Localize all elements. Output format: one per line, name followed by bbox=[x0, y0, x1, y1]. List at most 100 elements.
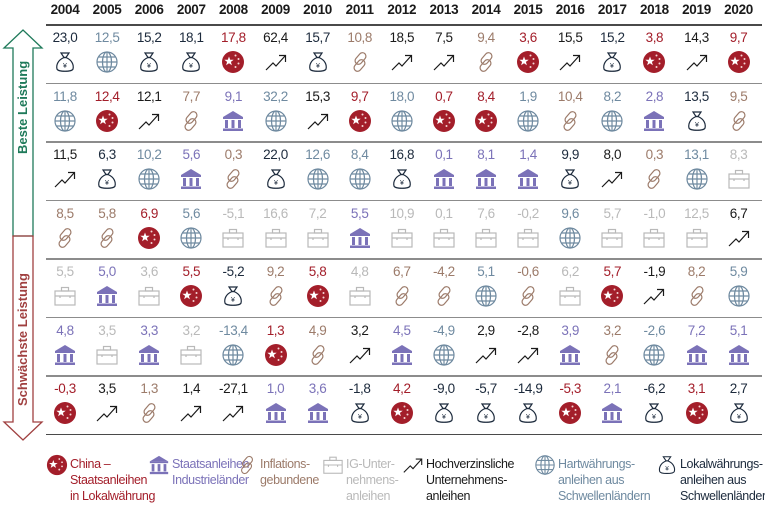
svg-text:¥: ¥ bbox=[665, 466, 669, 473]
table-cell: 8,3 bbox=[719, 147, 759, 199]
performance-arrows bbox=[2, 29, 44, 441]
year-label: 2012 bbox=[387, 2, 417, 17]
return-value: 18,0 bbox=[389, 88, 415, 104]
return-value: 8,0 bbox=[603, 147, 622, 162]
return-value: 15,3 bbox=[305, 88, 330, 104]
year-label: 2007 bbox=[176, 2, 206, 17]
trend-arrow-icon bbox=[516, 343, 540, 367]
return-value: 6,7 bbox=[393, 264, 411, 279]
trend-arrow-icon bbox=[348, 343, 372, 367]
trend-arrow-icon bbox=[558, 50, 582, 74]
return-value: 9,6 bbox=[561, 205, 579, 221]
return-value: -14,9 bbox=[513, 381, 543, 396]
return-value: -4,9 bbox=[433, 322, 455, 338]
table-cell: -1,8 ¥ bbox=[340, 381, 380, 433]
government-building-icon bbox=[516, 167, 540, 191]
svg-text:¥: ¥ bbox=[316, 63, 320, 70]
return-value: 5,7 bbox=[603, 264, 622, 279]
return-value: 1,0 bbox=[266, 381, 285, 396]
svg-text:¥: ¥ bbox=[358, 414, 362, 421]
table-cell: 3,5 bbox=[87, 323, 127, 375]
return-value: 3,2 bbox=[182, 322, 201, 338]
return-value: 18,5 bbox=[389, 30, 415, 45]
money-bag-yen-icon: ¥ bbox=[432, 401, 456, 425]
table-cell: 8,1 bbox=[466, 147, 506, 199]
return-value: 18,1 bbox=[178, 30, 204, 45]
return-value: 9,4 bbox=[477, 30, 495, 45]
briefcase-icon bbox=[306, 226, 330, 250]
return-value: -5,3 bbox=[559, 381, 582, 396]
return-value: 7,5 bbox=[435, 30, 453, 45]
table-cell: 6,7 bbox=[719, 206, 759, 258]
table-cell: 1,0 bbox=[256, 381, 296, 433]
briefcase-icon bbox=[642, 226, 666, 250]
china-flag-icon bbox=[179, 284, 203, 308]
globe-icon bbox=[474, 284, 498, 308]
table-cell: 15,5 bbox=[550, 30, 590, 82]
return-value: 0,7 bbox=[435, 88, 453, 104]
header-divider bbox=[46, 24, 762, 26]
return-value: 22,0 bbox=[263, 147, 288, 162]
table-cell: 12,5 bbox=[677, 206, 717, 258]
money-bag-yen-icon: ¥ bbox=[53, 50, 77, 74]
legend-label: Inflations-gebundene bbox=[260, 457, 319, 487]
year-label: 2018 bbox=[639, 2, 669, 17]
return-value: 3,5 bbox=[98, 381, 116, 396]
table-cell: 3,6 bbox=[129, 264, 169, 316]
return-value: -5,1 bbox=[222, 205, 245, 221]
table-cell: 2,1 bbox=[592, 381, 632, 433]
trend-arrow-icon bbox=[306, 109, 330, 133]
return-value: -27,1 bbox=[219, 381, 248, 396]
legend-label: Staatsanleihen Industrieländer bbox=[172, 457, 250, 487]
table-cell: 9,5 bbox=[719, 89, 759, 141]
return-value: -13,4 bbox=[219, 322, 248, 338]
return-value: 5,5 bbox=[350, 205, 369, 221]
row-divider bbox=[46, 82, 762, 84]
money-bag-yen-icon: ¥ bbox=[306, 50, 330, 74]
row-divider bbox=[46, 316, 762, 318]
chain-link-icon bbox=[236, 454, 258, 476]
table-cell: 7,2 bbox=[298, 206, 338, 258]
best-performance-label: Beste Leistung bbox=[15, 60, 30, 154]
money-bag-yen-icon: ¥ bbox=[474, 401, 498, 425]
government-building-icon bbox=[432, 167, 456, 191]
globe-icon bbox=[179, 226, 203, 250]
table-cell: 1,4 bbox=[171, 381, 211, 433]
chain-link-icon bbox=[264, 284, 288, 308]
table-cell: 6,2 bbox=[550, 264, 590, 316]
globe-icon bbox=[642, 343, 666, 367]
table-cell: 10,2 bbox=[129, 147, 169, 199]
svg-text:¥: ¥ bbox=[695, 122, 699, 129]
return-value: 4,8 bbox=[350, 264, 369, 279]
table-cell: 10,4 bbox=[550, 89, 590, 141]
trend-arrow-icon bbox=[474, 343, 498, 367]
return-value: 2,1 bbox=[603, 381, 622, 396]
table-cell: 62,4 bbox=[256, 30, 296, 82]
ranking-table: 23,0 ¥12,5 15,2 ¥18,1 ¥17,8 62,4 15,7 ¥10,8 18,5… bbox=[46, 24, 762, 435]
row-divider bbox=[46, 199, 762, 201]
table-cell: -1,0 bbox=[634, 206, 674, 258]
globe-icon bbox=[53, 109, 77, 133]
return-value: 8,2 bbox=[687, 264, 706, 279]
year-label: 2011 bbox=[345, 2, 374, 17]
trend-arrow-icon bbox=[95, 401, 119, 425]
briefcase-icon bbox=[221, 226, 245, 250]
table-cell: 0,7 bbox=[424, 89, 464, 141]
return-value: -5,7 bbox=[475, 381, 497, 396]
briefcase-icon bbox=[53, 284, 77, 308]
table-cell: 2,9 bbox=[466, 323, 506, 375]
briefcase-icon bbox=[264, 226, 288, 250]
briefcase-icon bbox=[474, 226, 498, 250]
table-cell: -5,7 ¥ bbox=[466, 381, 506, 433]
table-cell: 0,1 bbox=[424, 147, 464, 199]
svg-text:¥: ¥ bbox=[400, 180, 404, 187]
money-bag-yen-icon: ¥ bbox=[137, 50, 161, 74]
svg-text:¥: ¥ bbox=[652, 414, 656, 421]
money-bag-yen-icon: ¥ bbox=[642, 401, 666, 425]
table-cell: 12,4 bbox=[87, 89, 127, 141]
globe-icon bbox=[534, 454, 556, 476]
chain-link-icon bbox=[558, 109, 582, 133]
globe-icon bbox=[306, 167, 330, 191]
row-divider bbox=[46, 258, 762, 260]
money-bag-yen-icon: ¥ bbox=[179, 50, 203, 74]
